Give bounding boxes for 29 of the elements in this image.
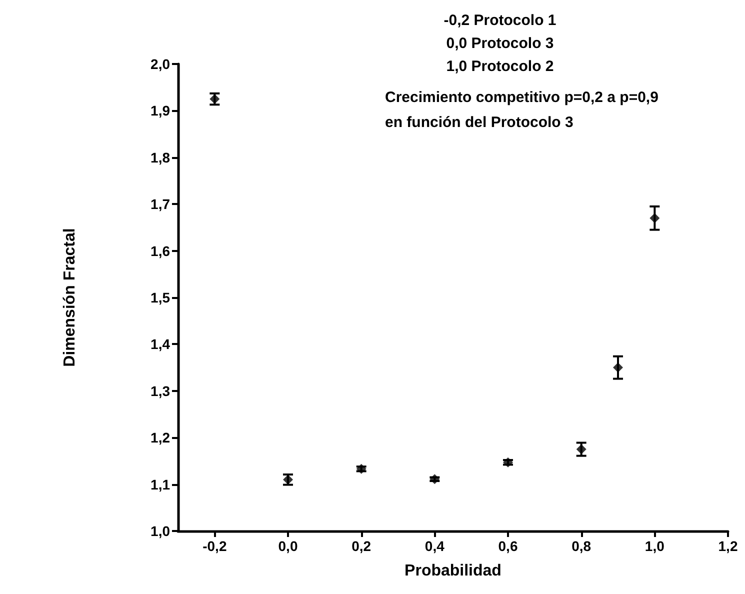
y-tick-label: 1,2 — [150, 430, 170, 446]
x-tick-label: -0,2 — [202, 538, 227, 554]
y-tick-label: 1,5 — [150, 290, 170, 306]
x-tick-label: 0,4 — [424, 538, 445, 554]
y-tick-label: 1,0 — [150, 523, 170, 539]
annotation: Crecimiento competitivo p=0,2 a p=0,9 en función del Protocolo 3 — [385, 89, 663, 131]
x-tick-label: 1,2 — [718, 538, 738, 554]
point — [650, 213, 660, 224]
y-tick-label: 1,3 — [150, 382, 170, 399]
x-axis-title: Probabilidad — [404, 562, 502, 580]
annotation: 1,0 Protocolo 2 — [446, 58, 554, 75]
y-tick-label: 1,9 — [150, 102, 170, 119]
x-tick-label: 0,6 — [498, 538, 518, 554]
y-tick-label: 1,6 — [150, 242, 170, 259]
x-tick-label: 0,2 — [352, 538, 372, 554]
text: 0,0 Protocolo 3 — [446, 35, 554, 52]
y-axis-title: Dimensión Fractal — [62, 228, 78, 367]
point — [356, 464, 366, 474]
y-tick-label: 1,8 — [150, 149, 170, 166]
point — [576, 444, 586, 454]
y-tick-label: 1,4 — [150, 336, 170, 352]
y-tick-label: 2,0 — [150, 56, 170, 72]
y-tick-label: 1,7 — [150, 196, 170, 212]
point — [613, 362, 623, 373]
text: -0,2 Protocolo 1 — [444, 12, 556, 29]
x-tick-label: 0,8 — [572, 538, 592, 554]
y-tick-label: 1,1 — [150, 476, 170, 492]
x-tick-label: 1,0 — [644, 538, 665, 554]
x-tick-label: 0,0 — [278, 538, 298, 554]
